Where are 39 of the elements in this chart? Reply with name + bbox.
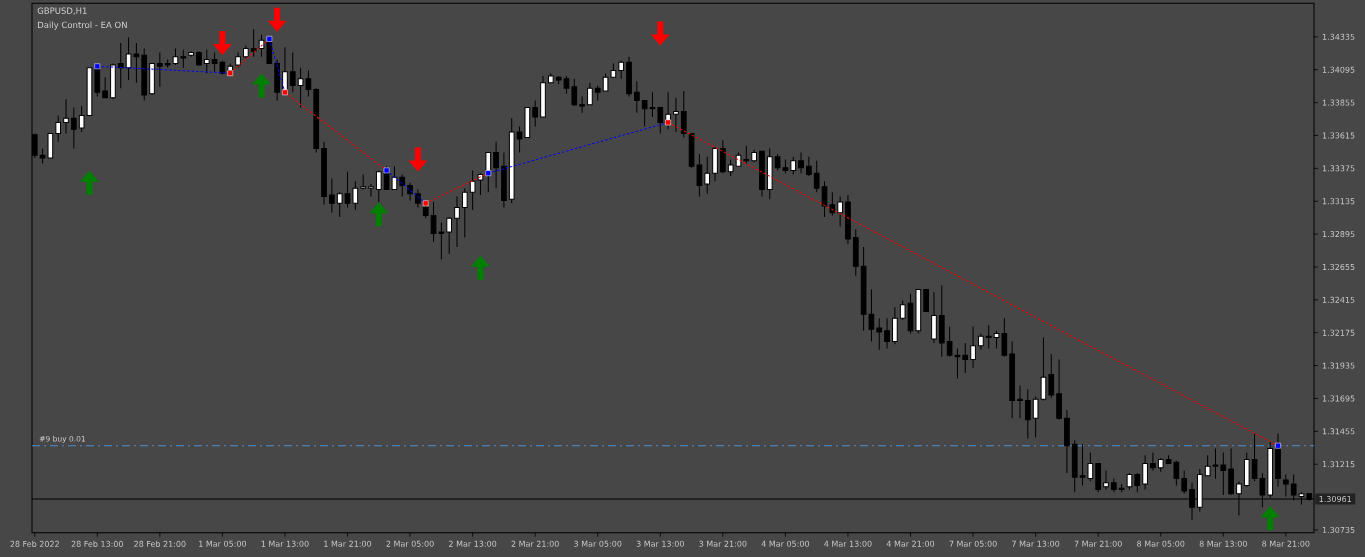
chart-title: GBPUSD,H1 [37,7,87,15]
y-tick-label: 1.33135 [1322,198,1355,205]
y-tick-label: 1.32415 [1322,296,1355,303]
y-tick-label: 1.33615 [1322,132,1355,139]
x-tick-label: 3 Mar 13:00 [636,540,684,547]
y-tick-label: 1.30735 [1322,526,1355,533]
y-tick-label: 1.34335 [1322,33,1355,40]
y-tick-label: 1.32895 [1322,231,1355,238]
text: Daily Control - EA ON [38,21,127,30]
x-tick-label: 2 Mar 05:00 [386,540,434,547]
x-tick-label: 8 Mar 13:00 [1199,540,1247,547]
x-tick-label: 4 Mar 13:00 [824,540,872,547]
x-tick-label: 4 Mar 21:00 [886,540,935,547]
y-tick-label: 1.33855 [1322,99,1355,106]
x-tick-label: 1 Mar 13:00 [261,540,309,547]
x-tick-label: 7 Mar 13:00 [1012,540,1060,547]
x-tick-label: 7 Mar 05:00 [949,540,997,547]
y-tick-label: 1.32655 [1322,263,1355,270]
x-tick-label: 8 Mar 05:00 [1137,540,1185,547]
x-tick-label: 1 Mar 21:00 [324,540,372,547]
y-tick-label: 1.31215 [1322,461,1355,468]
x-tick-label: 2 Mar 13:00 [449,540,497,547]
x-tick-label: 7 Mar 21:00 [1074,540,1122,547]
x-tick-label: 28 Feb 21:00 [134,540,186,547]
x-tick-label: 1 Mar 05:00 [199,540,247,547]
y-tick-label: 1.31935 [1322,362,1355,369]
y-tick-label: 1.34095 [1322,66,1355,73]
x-tick-label: 4 Mar 05:00 [761,540,810,547]
x-tick-label: 28 Feb 2022 [10,540,59,547]
y-tick-label: 1.32175 [1322,329,1355,336]
x-tick-label: 3 Mar 21:00 [699,540,747,547]
y-tick-label: 1.31695 [1322,395,1355,402]
x-tick-label: 2 Mar 21:00 [511,540,559,547]
y-tick-label: 1.33375 [1322,165,1355,172]
x-tick-label: 3 Mar 05:00 [574,540,622,547]
x-tick-label: 28 Feb 13:00 [71,540,123,547]
y-tick-label: 1.31455 [1322,428,1355,435]
x-tick-label: 8 Mar 21:00 [1262,540,1310,547]
ref-line-label: 1.30961 [1319,495,1352,503]
